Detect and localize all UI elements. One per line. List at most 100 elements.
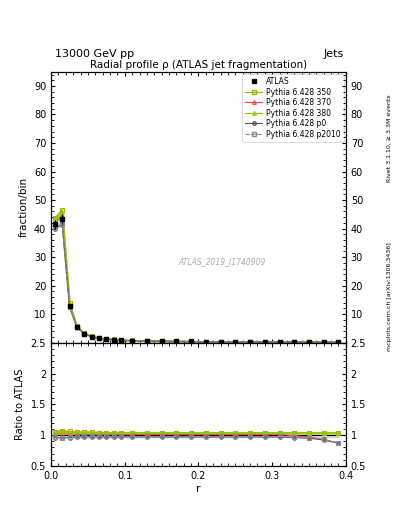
- Pythia 6.428 p2010: [97, 335, 101, 342]
- Pythia 6.428 370: [67, 302, 72, 308]
- Pythia 6.428 350: [111, 336, 116, 343]
- Pythia 6.428 350: [67, 301, 72, 307]
- Pythia 6.428 350: [336, 339, 341, 345]
- Pythia 6.428 370: [292, 339, 297, 345]
- Pythia 6.428 p0: [307, 339, 311, 345]
- Pythia 6.428 p0: [292, 339, 297, 345]
- Pythia 6.428 380: [145, 338, 149, 344]
- Pythia 6.428 p2010: [174, 338, 179, 345]
- Pythia 6.428 350: [60, 207, 64, 213]
- Pythia 6.428 380: [159, 338, 164, 344]
- Pythia 6.428 p2010: [130, 337, 134, 344]
- Line: Pythia 6.428 p0: Pythia 6.428 p0: [53, 223, 340, 344]
- Pythia 6.428 p2010: [263, 339, 267, 345]
- Pythia 6.428 350: [263, 339, 267, 345]
- Pythia 6.428 370: [174, 338, 179, 345]
- Pythia 6.428 p2010: [321, 339, 326, 345]
- Pythia 6.428 p2010: [218, 338, 223, 345]
- Pythia 6.428 380: [97, 335, 101, 341]
- Pythia 6.428 p0: [97, 335, 101, 342]
- Pythia 6.428 p2010: [119, 337, 123, 343]
- Pythia 6.428 p0: [233, 339, 238, 345]
- Pythia 6.428 350: [145, 338, 149, 344]
- Pythia 6.428 370: [60, 213, 64, 219]
- Pythia 6.428 350: [52, 216, 57, 222]
- Pythia 6.428 p0: [111, 336, 116, 343]
- Pythia 6.428 p0: [130, 337, 134, 344]
- Pythia 6.428 380: [119, 337, 123, 343]
- Pythia 6.428 p0: [204, 338, 208, 345]
- Pythia 6.428 370: [75, 324, 79, 330]
- Pythia 6.428 380: [174, 338, 179, 345]
- Pythia 6.428 380: [263, 339, 267, 345]
- Text: ATLAS_2019_I1740909: ATLAS_2019_I1740909: [178, 257, 266, 266]
- Pythia 6.428 350: [277, 339, 282, 345]
- Pythia 6.428 370: [321, 339, 326, 345]
- Pythia 6.428 p0: [67, 304, 72, 310]
- Pythia 6.428 p2010: [111, 336, 116, 343]
- Text: Rivet 3.1.10, ≥ 3.3M events: Rivet 3.1.10, ≥ 3.3M events: [387, 94, 392, 182]
- Pythia 6.428 380: [307, 339, 311, 345]
- Pythia 6.428 350: [104, 336, 109, 342]
- Pythia 6.428 380: [67, 301, 72, 307]
- Pythia 6.428 370: [104, 336, 109, 342]
- Line: Pythia 6.428 p2010: Pythia 6.428 p2010: [53, 222, 340, 344]
- Pythia 6.428 370: [159, 338, 164, 344]
- Pythia 6.428 p2010: [104, 336, 109, 342]
- Pythia 6.428 350: [292, 339, 297, 345]
- Pythia 6.428 p2010: [67, 304, 72, 310]
- Pythia 6.428 380: [130, 337, 134, 344]
- Y-axis label: Ratio to ATLAS: Ratio to ATLAS: [15, 369, 25, 440]
- Pythia 6.428 370: [189, 338, 193, 345]
- Pythia 6.428 350: [82, 330, 86, 336]
- Pythia 6.428 p0: [82, 331, 86, 337]
- Pythia 6.428 370: [307, 339, 311, 345]
- Pythia 6.428 p2010: [159, 338, 164, 344]
- Pythia 6.428 350: [321, 339, 326, 345]
- Pythia 6.428 p2010: [248, 339, 252, 345]
- Pythia 6.428 p0: [336, 339, 341, 345]
- Pythia 6.428 350: [189, 338, 193, 345]
- Pythia 6.428 380: [233, 338, 238, 345]
- Pythia 6.428 380: [60, 209, 64, 216]
- Pythia 6.428 380: [336, 339, 341, 345]
- Pythia 6.428 350: [218, 338, 223, 345]
- Pythia 6.428 p2010: [82, 331, 86, 337]
- Pythia 6.428 350: [159, 338, 164, 344]
- Pythia 6.428 380: [52, 217, 57, 223]
- Pythia 6.428 p0: [60, 222, 64, 228]
- Pythia 6.428 p0: [174, 338, 179, 345]
- Pythia 6.428 p0: [263, 339, 267, 345]
- Pythia 6.428 350: [130, 337, 134, 344]
- Pythia 6.428 380: [218, 338, 223, 345]
- Pythia 6.428 370: [130, 337, 134, 344]
- Pythia 6.428 380: [89, 333, 94, 339]
- Title: Radial profile ρ (ATLAS jet fragmentation): Radial profile ρ (ATLAS jet fragmentatio…: [90, 59, 307, 70]
- Pythia 6.428 p2010: [292, 339, 297, 345]
- Pythia 6.428 370: [89, 334, 94, 340]
- Pythia 6.428 380: [104, 336, 109, 342]
- Pythia 6.428 380: [204, 338, 208, 345]
- X-axis label: r: r: [196, 483, 201, 494]
- Pythia 6.428 p2010: [189, 338, 193, 345]
- Pythia 6.428 350: [233, 338, 238, 345]
- Pythia 6.428 370: [82, 330, 86, 336]
- Pythia 6.428 350: [174, 338, 179, 345]
- Pythia 6.428 370: [145, 338, 149, 344]
- Pythia 6.428 370: [336, 339, 341, 345]
- Text: 13000 GeV pp: 13000 GeV pp: [55, 49, 134, 59]
- Legend: ATLAS, Pythia 6.428 350, Pythia 6.428 370, Pythia 6.428 380, Pythia 6.428 p0, Py: ATLAS, Pythia 6.428 350, Pythia 6.428 37…: [242, 74, 343, 142]
- Pythia 6.428 p2010: [75, 324, 79, 330]
- Pythia 6.428 380: [189, 338, 193, 345]
- Pythia 6.428 350: [307, 339, 311, 345]
- Pythia 6.428 p2010: [307, 339, 311, 345]
- Pythia 6.428 p0: [248, 339, 252, 345]
- Pythia 6.428 p2010: [52, 225, 57, 231]
- Pythia 6.428 370: [263, 339, 267, 345]
- Pythia 6.428 370: [248, 339, 252, 345]
- Pythia 6.428 380: [111, 336, 116, 343]
- Pythia 6.428 p2010: [89, 334, 94, 340]
- Pythia 6.428 p2010: [277, 339, 282, 345]
- Pythia 6.428 350: [119, 337, 123, 343]
- Pythia 6.428 370: [204, 338, 208, 345]
